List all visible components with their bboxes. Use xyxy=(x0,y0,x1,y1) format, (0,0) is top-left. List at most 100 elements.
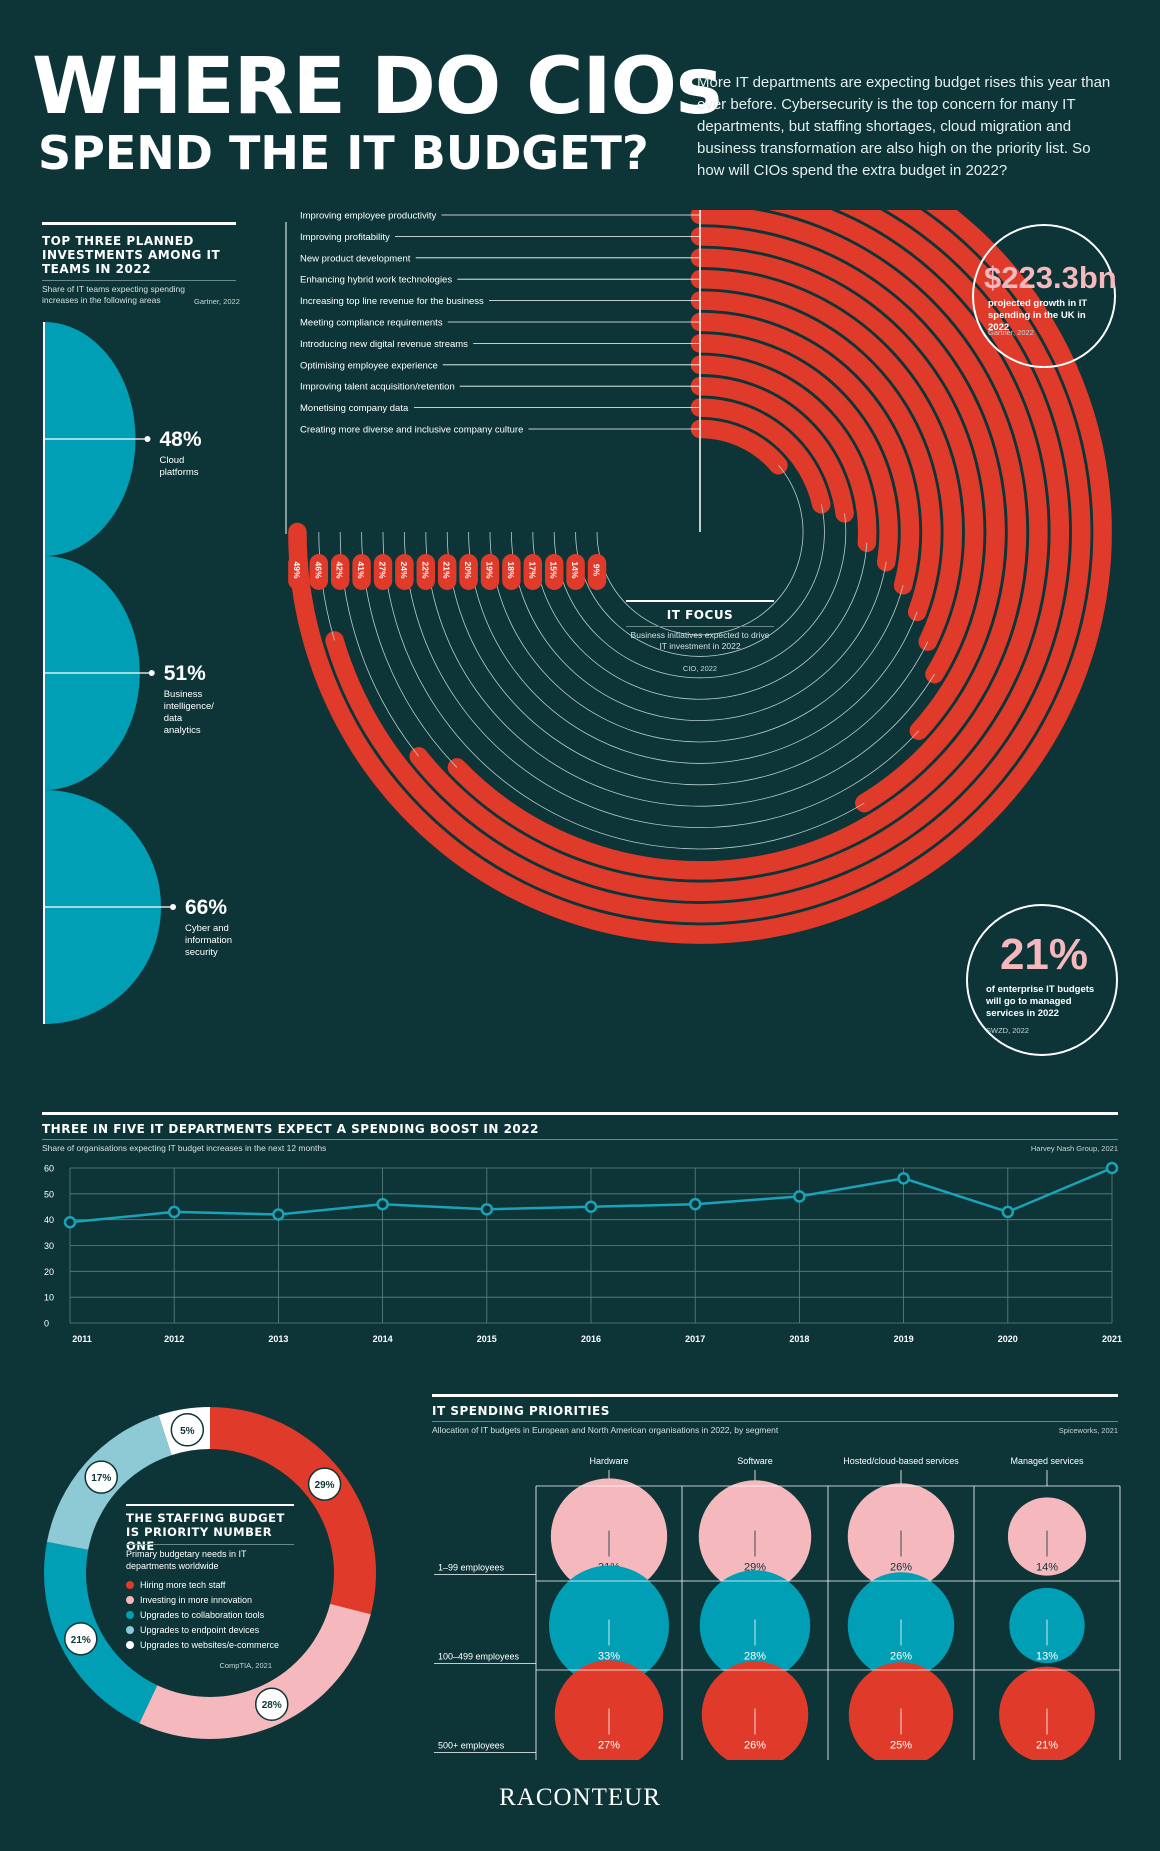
it-focus-value-0: 49% xyxy=(292,561,302,578)
donut-label-1: 28% xyxy=(262,1700,282,1711)
semicircle-value-2: 66% xyxy=(185,896,227,919)
legend-item-4: Upgrades to websites/e-commerce xyxy=(126,1637,306,1652)
it-focus-value-3: 41% xyxy=(356,561,366,578)
top-three-rule xyxy=(42,222,236,225)
stat-managed-services: 21% of enterprise IT budgets will go to … xyxy=(966,904,1118,1056)
trend-point-4 xyxy=(480,1203,494,1216)
semicircle-label-1-1: intelligence/ xyxy=(164,701,215,712)
staffing-legend: Hiring more tech staff Investing in more … xyxy=(126,1577,306,1652)
semicircle-value-1: 51% xyxy=(164,662,206,685)
it-focus-bar-2 xyxy=(409,210,1070,901)
svg-text:27%: 27% xyxy=(378,561,388,578)
it-focus-value-2: 42% xyxy=(335,561,345,578)
trend-xtick-6: 2017 xyxy=(685,1334,705,1344)
trend-point-1 xyxy=(167,1205,181,1219)
it-focus-guide-12 xyxy=(553,513,847,679)
svg-text:24%: 24% xyxy=(399,561,409,578)
donut-label-0: 29% xyxy=(315,1480,335,1491)
semicircle-label-0-1: platforms xyxy=(159,467,198,478)
trend-point-8 xyxy=(897,1172,910,1185)
it-focus-pill-9 xyxy=(480,554,500,590)
semicircle-dot-1 xyxy=(148,670,155,676)
priorities-value-1-2: 26% xyxy=(890,1651,912,1663)
legend-swatch-3 xyxy=(126,1625,134,1634)
it-focus-pill-12 xyxy=(544,554,564,590)
it-focus-label-6: New product development xyxy=(300,253,411,264)
it-focus-pill-6 xyxy=(416,554,436,590)
legend-label-3: Upgrades to endpoint devices xyxy=(140,1624,260,1635)
it-focus-bar-14 xyxy=(690,419,788,475)
donut-label-4: 5% xyxy=(180,1426,195,1437)
it-focus-pill-10 xyxy=(502,554,521,590)
trend-xtick-1: 2012 xyxy=(164,1334,184,1344)
staffing-donut-chart: 29% 28% 21% 17% 5% xyxy=(44,1407,376,1739)
svg-text:21%: 21% xyxy=(442,561,452,578)
priorities-row-1: 100–499 employees xyxy=(438,1652,520,1662)
it-focus-divider xyxy=(626,626,774,627)
it-focus-value-9: 19% xyxy=(485,561,495,578)
it-focus-rule xyxy=(626,600,774,602)
it-focus-source: CIO, 2022 xyxy=(682,664,718,673)
svg-text:42%: 42% xyxy=(335,561,345,578)
priorities-source: Spiceworks, 2021 xyxy=(1058,1426,1118,1435)
it-focus-bar-0 xyxy=(288,210,1112,944)
trend-rule xyxy=(42,1112,1118,1115)
priorities-value-1-1: 28% xyxy=(744,1651,766,1663)
staffing-title: THE STAFFING BUDGET IS PRIORITY NUMBER O… xyxy=(126,1511,285,1553)
it-focus-value-12: 15% xyxy=(549,561,559,578)
it-focus-label-9: Meeting compliance requirements xyxy=(300,318,443,329)
trend-ytick-1: 10 xyxy=(44,1293,54,1303)
semicircle-value-0: 48% xyxy=(159,428,201,451)
it-focus-label-14: Creating more diverse and inclusive comp… xyxy=(300,425,523,436)
it-focus-pill-8 xyxy=(459,554,478,590)
it-focus-label-11: Optimising employee experience xyxy=(300,360,438,371)
priorities-col-1: Software xyxy=(737,1456,773,1466)
it-focus-guide-8 xyxy=(468,531,918,764)
svg-text:19%: 19% xyxy=(485,561,495,578)
it-focus-pill-14 xyxy=(587,554,607,590)
priorities-rule xyxy=(432,1394,1118,1397)
it-focus-value-7: 21% xyxy=(442,561,452,578)
stat-uk-growth-source: Gartner, 2022 xyxy=(988,328,1034,337)
legend-item-0: Hiring more tech staff xyxy=(126,1577,306,1592)
stat-uk-growth: $223.3bn projected growth in IT spending… xyxy=(972,224,1117,368)
priorities-row-2: 500+ employees xyxy=(438,1741,505,1751)
staffing-rule xyxy=(126,1504,294,1506)
it-focus-pill-3 xyxy=(352,554,371,590)
trend-chart: 0 10 20 30 40 50 60 2011 2012 2013 2014 2015 2016 201… xyxy=(44,1161,1122,1344)
staffing-divider xyxy=(126,1544,294,1545)
priorities-col-0: Hardware xyxy=(589,1456,628,1466)
semicircle-label-2-2: security xyxy=(185,947,218,958)
it-focus-chart: 49%Increasing cybersecurity protections4… xyxy=(285,210,1112,944)
trend-source: Harvey Nash Group, 2021 xyxy=(1030,1144,1118,1153)
legend-label-2: Upgrades to collaboration tools xyxy=(140,1609,265,1620)
legend-item-1: Investing in more innovation xyxy=(126,1592,306,1607)
semicircle-label-1-3: analytics xyxy=(164,725,201,736)
svg-text:22%: 22% xyxy=(420,561,430,578)
it-focus-pill-5 xyxy=(395,554,414,590)
trend-ytick-3: 30 xyxy=(44,1241,54,1251)
it-focus-label-5: Improving profitability xyxy=(300,232,390,243)
page-title-line2: SPEND THE IT BUDGET? xyxy=(38,126,649,180)
donut-label-2: 21% xyxy=(71,1635,91,1646)
priorities-value-2-1: 26% xyxy=(744,1740,766,1752)
it-focus-label-13: Monetising company data xyxy=(300,403,409,414)
trend-ytick-6: 60 xyxy=(44,1164,54,1174)
it-focus-value-11: 17% xyxy=(527,561,537,578)
trend-point-6 xyxy=(688,1197,702,1211)
trend-ytick-5: 50 xyxy=(44,1189,54,1199)
priorities-value-0-2: 26% xyxy=(890,1562,912,1574)
it-focus-guide-7 xyxy=(446,531,929,786)
donut-label-bubble-0 xyxy=(307,1467,342,1501)
legend-swatch-1 xyxy=(126,1595,134,1604)
svg-text:46%: 46% xyxy=(313,561,323,578)
donut-label-bubble-1 xyxy=(254,1687,289,1721)
trend-point-9 xyxy=(1001,1205,1015,1219)
priorities-value-0-1: 29% xyxy=(744,1562,766,1574)
staffing-subtitle: Primary budgetary needs in IT department… xyxy=(126,1549,247,1571)
semicircle-label-0-0: Cloud xyxy=(159,455,184,466)
svg-text:15%: 15% xyxy=(549,561,559,578)
donut-slice-2 xyxy=(44,1541,158,1724)
semicircle-label-2-1: information xyxy=(185,935,232,946)
